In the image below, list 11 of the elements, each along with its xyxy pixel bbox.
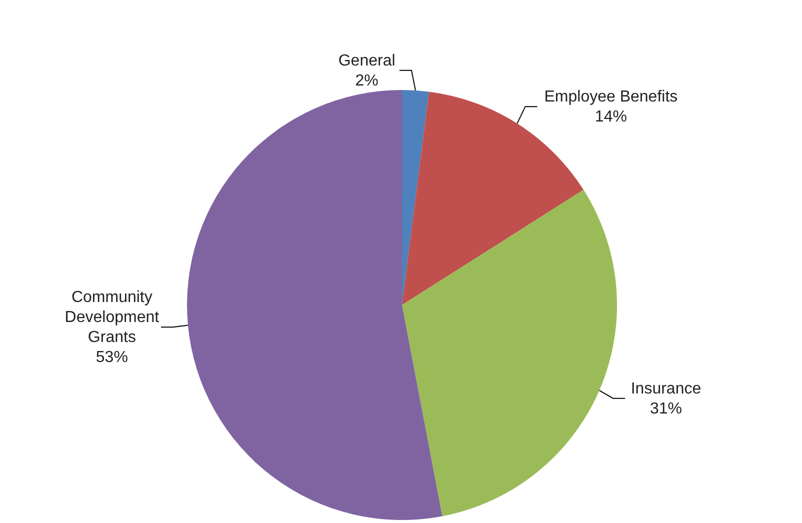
pie-slice [402, 190, 617, 516]
data-label: 53% [96, 349, 128, 366]
slice-label: General [338, 52, 396, 70]
data-label: 31% [650, 400, 682, 418]
slice-label: Insurance [630, 380, 702, 398]
slice-label: Community Development Grants [64, 289, 160, 346]
slice-label: Employee Benefits [544, 88, 678, 106]
data-label: 2% [355, 72, 378, 90]
pie-slice [402, 90, 429, 305]
pie-slice [187, 90, 442, 520]
data-label: 14% [594, 108, 627, 126]
